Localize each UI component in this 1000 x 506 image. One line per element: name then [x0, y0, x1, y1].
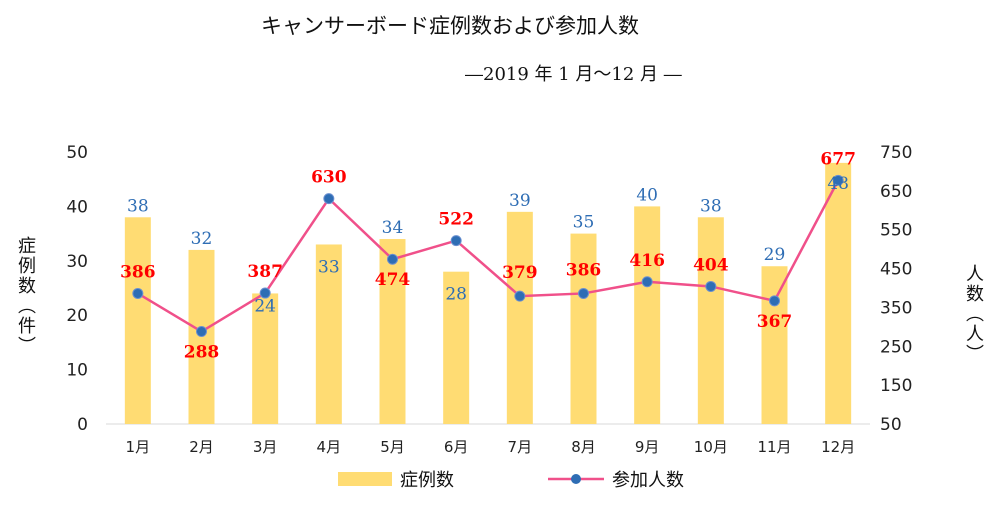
- line-point: [641, 276, 653, 288]
- left-tick-label: 10: [66, 361, 88, 381]
- line-value-label: 386: [120, 262, 156, 282]
- right-tick-label: 150: [880, 376, 912, 396]
- line-value-label: 379: [502, 263, 538, 283]
- legend-label-participants: 参加人数: [612, 470, 684, 491]
- participants-line: [137, 179, 840, 333]
- bar: [825, 162, 852, 424]
- chart-subtitle: ―2019 年 1 月～12 月 ―: [465, 64, 682, 85]
- left-tick-label: 30: [66, 252, 88, 272]
- right-tick-label: 650: [880, 182, 912, 202]
- line-point: [705, 280, 717, 292]
- line-value-label: 522: [438, 210, 474, 230]
- legend-item-cases: 症例数: [338, 466, 454, 492]
- bar-value-label: 29: [764, 245, 786, 265]
- bar: [697, 217, 724, 424]
- category-label: 6月: [444, 438, 469, 456]
- bar: [634, 206, 661, 424]
- category-label: 12月: [821, 438, 855, 456]
- bar-value-label: 40: [636, 185, 658, 205]
- bar-value-label: 33: [318, 257, 340, 277]
- left-tick-label: 40: [66, 197, 88, 217]
- bar-value-label: 34: [382, 218, 404, 238]
- bar-value-label: 35: [573, 213, 595, 233]
- line-point: [832, 174, 844, 186]
- bar-value-label: 38: [700, 196, 722, 216]
- line-value-label: 416: [629, 251, 665, 271]
- category-label: 4月: [317, 438, 342, 456]
- category-label: 5月: [380, 438, 405, 456]
- category-label: 1月: [126, 438, 151, 456]
- line-point: [578, 287, 589, 299]
- line-point: [769, 295, 780, 307]
- line-point: [132, 287, 144, 299]
- line-value-label: 474: [375, 270, 411, 290]
- line-point: [450, 235, 462, 247]
- category-label: 2月: [189, 438, 214, 456]
- line-value-label: 386: [566, 260, 602, 280]
- left-tick-label: 20: [66, 306, 88, 326]
- bar-value-label: 48: [827, 174, 849, 194]
- right-tick-label: 450: [880, 260, 912, 280]
- right-tick-label: 750: [880, 143, 912, 163]
- chart-title: キャンサーボード症例数および参加人数: [261, 14, 639, 38]
- bar-value-label: 38: [127, 196, 149, 216]
- bar-value-label: 28: [445, 285, 467, 305]
- left-tick-label: 0: [77, 415, 88, 435]
- bar: [252, 293, 279, 424]
- right-tick-label: 350: [880, 298, 912, 318]
- category-label: 3月: [253, 438, 278, 456]
- line-value-label: 387: [247, 262, 283, 282]
- left-tick-label: 50: [66, 143, 88, 163]
- bar-value-label: 32: [191, 229, 213, 249]
- left-axis-title: 症例数（件）: [15, 236, 36, 356]
- category-label: 10月: [694, 438, 728, 456]
- line-point: [259, 287, 271, 299]
- line-value-label: 367: [757, 312, 793, 332]
- legend-bar-swatch: [338, 472, 392, 486]
- bar: [443, 271, 470, 424]
- legend-line-swatch: [548, 474, 604, 484]
- bar: [761, 266, 788, 424]
- category-label: 7月: [508, 438, 533, 456]
- line-point: [323, 193, 335, 205]
- line-value-label: 677: [820, 149, 856, 169]
- bar: [315, 244, 342, 424]
- bar: [379, 239, 406, 424]
- line-point: [514, 290, 526, 302]
- legend-item-participants: 参加人数: [548, 466, 684, 492]
- legend: 症例数 参加人数: [0, 466, 1000, 496]
- right-tick-label: 550: [880, 221, 912, 241]
- line-value-label: 630: [311, 168, 347, 188]
- line-value-label: 404: [693, 255, 729, 275]
- bar: [570, 233, 597, 424]
- line-point: [387, 253, 398, 265]
- right-axis-title: 人数（人）: [963, 264, 984, 364]
- bar-value-label: 39: [509, 191, 531, 211]
- bar: [124, 217, 151, 424]
- legend-label-cases: 症例数: [400, 470, 454, 491]
- bar: [506, 211, 533, 424]
- category-label: 11月: [757, 438, 791, 456]
- right-tick-label: 50: [880, 415, 902, 435]
- line-value-label: 288: [184, 343, 220, 363]
- right-tick-label: 250: [880, 337, 912, 357]
- bar-value-label: 24: [254, 296, 276, 316]
- category-label: 8月: [571, 438, 596, 456]
- category-label: 9月: [635, 438, 660, 456]
- line-point: [196, 326, 207, 338]
